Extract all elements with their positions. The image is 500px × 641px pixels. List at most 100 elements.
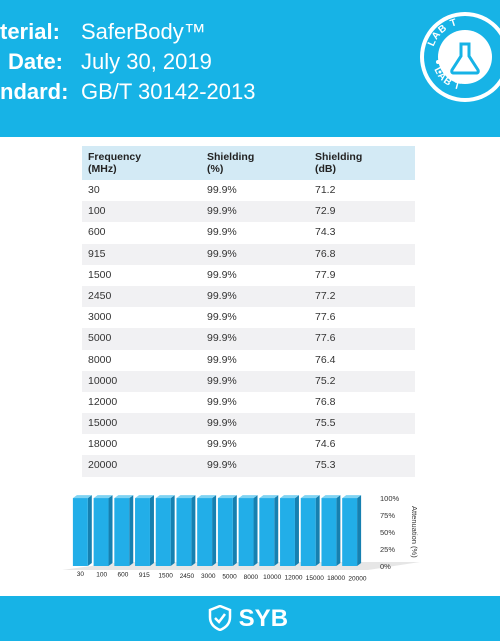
table-row: 18000 99.9% 74.6 xyxy=(82,434,415,455)
shielding-percent-cell: 99.9% xyxy=(207,417,237,430)
header-shielding-percent: Shielding (%) xyxy=(207,151,255,175)
shielding-percent-cell: 99.9% xyxy=(207,332,237,345)
table-row: 5000 99.9% 77.6 xyxy=(82,328,415,350)
material-label: terial: xyxy=(0,19,60,44)
material-value: SaferBody™ xyxy=(81,19,206,44)
x-tick-label: 915 xyxy=(139,572,150,579)
date-label: Date: xyxy=(8,49,64,74)
y-tick-label: 25% xyxy=(380,545,395,554)
bar xyxy=(197,495,217,566)
shielding-db-cell: 75.2 xyxy=(315,374,336,387)
table-header-row: Frequency (MHz) Shielding (%) Shielding (dB… xyxy=(82,146,415,180)
table-row: 10000 99.9% 75.2 xyxy=(82,370,415,392)
bar xyxy=(321,495,341,566)
logo-text: SYB xyxy=(238,605,289,632)
bar xyxy=(259,495,279,566)
table-row: 15000 99.9% 75.5 xyxy=(82,413,415,435)
table-row: 600 99.9% 74.3 xyxy=(82,222,415,243)
bar xyxy=(72,495,92,566)
table-row: 3000 99.9% 77.6 xyxy=(82,307,415,328)
shielding-percent-cell: 99.9% xyxy=(207,226,237,239)
shielding-db-cell: 76.8 xyxy=(315,395,336,408)
y-tick-label: 100% xyxy=(380,494,400,503)
header-frequency: Frequency (MHz) xyxy=(88,151,142,175)
shielding-db-cell: 75.5 xyxy=(315,417,336,430)
shielding-db-cell: 77.6 xyxy=(315,332,336,345)
x-tick-label: 5000 xyxy=(222,573,237,580)
frequency-cell: 600 xyxy=(88,226,106,239)
frequency-cell: 18000 xyxy=(88,438,118,451)
shielding-percent-cell: 99.9% xyxy=(207,395,237,408)
footer-banner: SYB xyxy=(0,596,500,641)
frequency-cell: 30 xyxy=(88,184,100,196)
attenuation-bar-chart: 0% 25% 50% 75% 100% Attenuation (%) 30 100 600 91… xyxy=(62,494,420,583)
frequency-cell: 20000 xyxy=(88,459,118,472)
x-tick-label: 20000 xyxy=(348,576,366,583)
shielding-db-cell: 74.6 xyxy=(315,438,336,451)
bar xyxy=(135,495,154,566)
bar xyxy=(342,495,362,566)
shielding-percent-cell: 99.9% xyxy=(207,184,237,196)
shielding-db-cell: 75.3 xyxy=(315,459,336,472)
y-tick-label: 75% xyxy=(380,511,395,520)
shielding-table: Frequency (MHz) Shielding (%) Shielding (dB… xyxy=(82,146,415,477)
flask-icon xyxy=(450,42,480,75)
shielding-db-cell: 71.2 xyxy=(315,184,336,196)
frequency-cell: 915 xyxy=(88,247,106,260)
bar xyxy=(300,495,320,566)
bar xyxy=(217,495,237,566)
x-tick-label: 30 xyxy=(77,571,85,578)
header-banner: terial: SaferBody™ Date: July 30, 2019 n… xyxy=(0,0,500,137)
y-tick-label: 50% xyxy=(380,528,395,537)
frequency-cell: 12000 xyxy=(88,395,118,408)
frequency-cell: 100 xyxy=(88,205,106,218)
bar xyxy=(114,495,134,566)
table-row: 20000 99.9% 75.3 xyxy=(82,455,415,477)
x-tick-label: 2450 xyxy=(180,573,195,580)
x-tick-label: 3000 xyxy=(201,573,216,580)
shielding-percent-cell: 99.9% xyxy=(207,247,237,260)
shielding-db-cell: 77.2 xyxy=(315,289,336,302)
standard-label: ndard: xyxy=(0,79,69,104)
table-row: 1500 99.9% 77.9 xyxy=(82,265,415,286)
frequency-cell: 5000 xyxy=(88,332,112,345)
shielding-percent-cell: 99.9% xyxy=(207,289,237,302)
frequency-cell: 15000 xyxy=(88,417,118,430)
shielding-db-cell: 77.6 xyxy=(315,311,336,324)
table-row: 8000 99.9% 76.4 xyxy=(82,350,415,371)
table-row: 100 99.9% 72.9 xyxy=(82,201,415,223)
date-value: July 30, 2019 xyxy=(81,49,212,74)
shielding-db-cell: 76.4 xyxy=(315,353,336,366)
x-tick-label: 15000 xyxy=(306,575,324,582)
x-tick-label: 600 xyxy=(118,572,129,579)
shielding-db-cell: 74.3 xyxy=(315,226,336,239)
bar xyxy=(155,495,175,566)
shielding-percent-cell: 99.9% xyxy=(207,459,237,472)
x-tick-label: 100 xyxy=(96,571,107,578)
shielding-db-cell: 77.9 xyxy=(315,268,336,281)
x-tick-label: 1500 xyxy=(158,572,173,579)
table-row: 12000 99.9% 76.8 xyxy=(82,392,415,413)
header-shielding-db: Shielding (dB) xyxy=(315,151,363,175)
x-tick-label: 10000 xyxy=(263,574,281,581)
shielding-percent-cell: 99.9% xyxy=(207,205,237,218)
standard-value: GB/T 30142-2013 xyxy=(81,79,256,104)
shielding-db-cell: 72.9 xyxy=(315,205,336,218)
shielding-percent-cell: 99.9% xyxy=(207,268,237,281)
table-row: 2450 99.9% 77.2 xyxy=(82,285,415,308)
shield-icon xyxy=(208,604,232,632)
bar xyxy=(280,495,299,566)
frequency-cell: 1500 xyxy=(88,268,112,281)
y-tick-label: 0% xyxy=(380,562,391,571)
x-tick-label: 12000 xyxy=(284,575,302,582)
shielding-percent-cell: 99.9% xyxy=(207,353,237,366)
y-axis-label: Attenuation (%) xyxy=(410,506,419,558)
frequency-cell: 10000 xyxy=(88,374,118,387)
table-body: 30 99.9% 71.2 100 99.9% 72.9 600 99.9% 74.3 915 99… xyxy=(82,180,415,477)
lab-tested-seal-icon: LAB T LAB T xyxy=(420,12,500,102)
syb-logo: SYB xyxy=(208,604,288,634)
frequency-cell: 8000 xyxy=(88,353,112,366)
shielding-percent-cell: 99.9% xyxy=(207,311,237,324)
x-tick-label: 8000 xyxy=(244,574,259,581)
table-row: 915 99.9% 76.8 xyxy=(82,243,415,265)
